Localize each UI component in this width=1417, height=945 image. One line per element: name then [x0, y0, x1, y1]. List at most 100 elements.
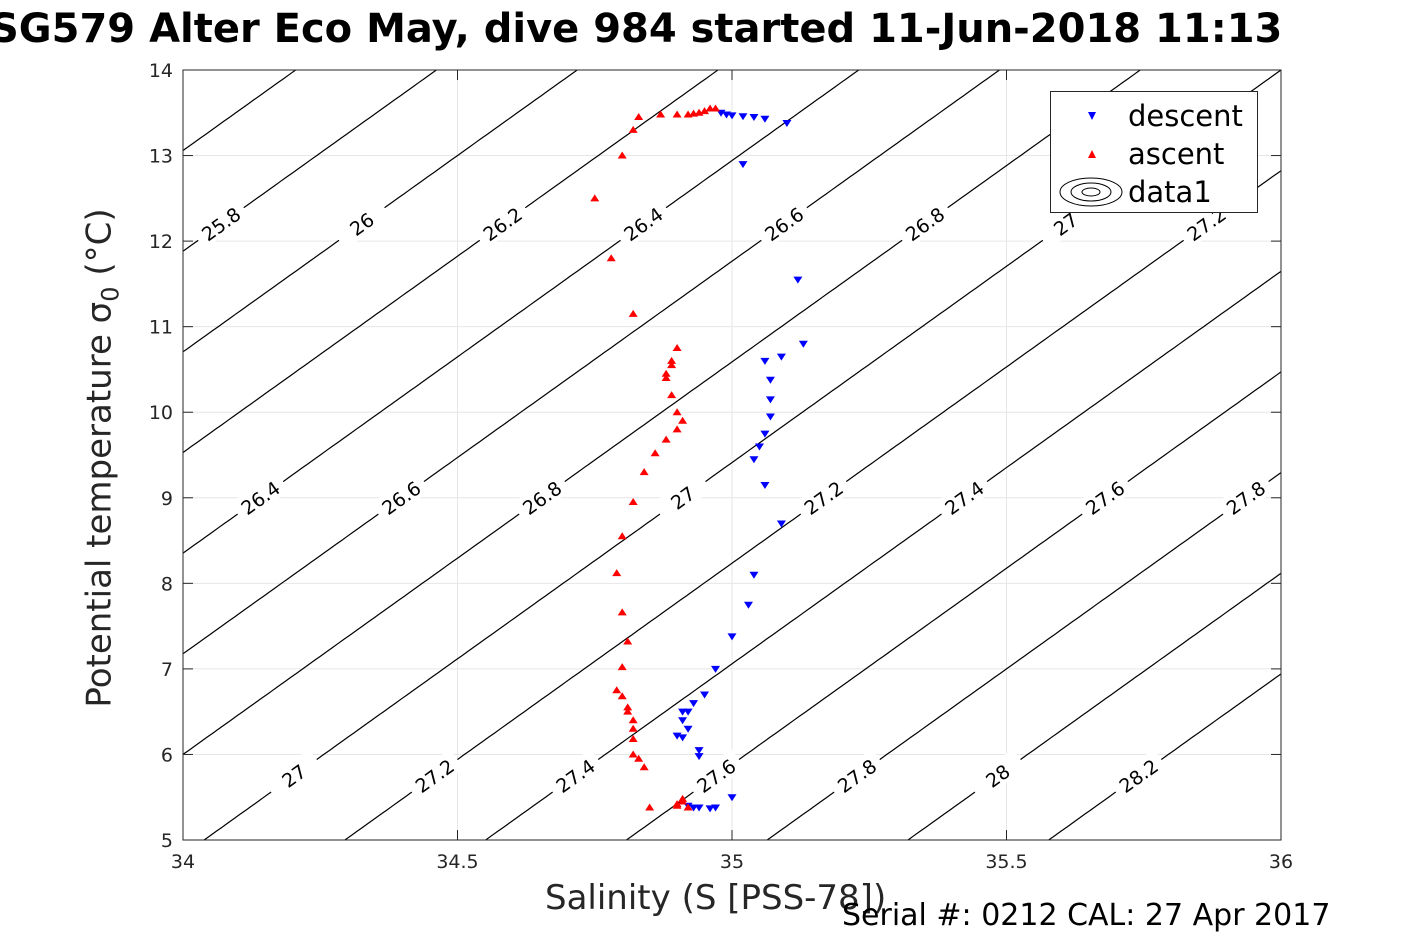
y-tick-label: 9 [161, 488, 173, 510]
x-tick-label: 34.5 [436, 851, 478, 873]
ascent-point [617, 663, 627, 671]
legend-item-descent: descent [1051, 97, 1259, 135]
descent-point [760, 430, 770, 438]
descent-point [711, 665, 721, 673]
ascent-point [672, 425, 682, 433]
ascent-point [623, 637, 633, 645]
isopycnal-line [183, 70, 578, 353]
descent-point [683, 725, 693, 733]
ascent-point [634, 113, 644, 121]
ascent-point [667, 356, 677, 364]
legend-label: data1 [1128, 175, 1212, 209]
y-axis-label: Potential temperature σ0 (°C) [79, 208, 125, 708]
ascent-point [700, 107, 710, 115]
descent-point [749, 571, 759, 579]
legend-label: ascent [1128, 137, 1225, 171]
descent-point [793, 276, 803, 284]
ascent-point [612, 686, 622, 694]
legend[interactable]: descent ascent data1 [1050, 91, 1258, 213]
y-tick-label: 8 [161, 573, 173, 595]
ascent-point [661, 369, 671, 377]
descent-point [760, 481, 770, 489]
legend-item-data1: data1 [1051, 173, 1259, 211]
isopycnal-line [183, 70, 1141, 756]
ascent-point [661, 374, 671, 381]
isopycnal-line [907, 572, 1281, 840]
ascent-point [612, 569, 622, 577]
descent-point [727, 633, 737, 641]
ascent-point [623, 707, 633, 715]
isopycnal-line [183, 70, 860, 554]
descent-point [694, 753, 704, 761]
descent-point [760, 357, 770, 365]
ascent-point [678, 416, 688, 424]
descent-point [678, 708, 688, 716]
descent-point [738, 161, 748, 169]
y-tick-label: 12 [149, 231, 173, 253]
descent-point [727, 112, 737, 120]
descent-point [765, 396, 775, 404]
y-tick-label: 7 [161, 659, 173, 681]
descent-point [782, 120, 792, 128]
y-tick-label: 5 [161, 830, 173, 852]
descent-point [749, 456, 759, 464]
ascent-point [639, 468, 649, 476]
descent-point [749, 114, 759, 122]
ascent-point [650, 449, 660, 457]
triangle-up-icon [1088, 150, 1096, 158]
ascent-point [667, 361, 677, 369]
descent-point [760, 115, 770, 123]
descent-point [798, 340, 808, 348]
descent-point [727, 794, 737, 802]
ascent-point [617, 151, 627, 159]
descent-point [711, 804, 721, 812]
ascent-point [672, 344, 682, 352]
isopycnal-line [485, 270, 1281, 840]
data-points [590, 104, 808, 813]
ascent-point [628, 498, 638, 506]
descent-point [700, 691, 710, 699]
y-tick-label: 13 [149, 146, 173, 168]
isopycnal-line [626, 371, 1281, 840]
descent-point [743, 601, 753, 609]
descent-point [678, 717, 688, 725]
ascent-point [623, 703, 633, 711]
descent-point [754, 443, 764, 451]
legend-label: descent [1128, 99, 1243, 133]
ascent-point [711, 104, 721, 112]
descent-point [776, 520, 786, 528]
ascent-point [672, 110, 682, 118]
ascent-point [672, 800, 682, 808]
ascent-point [628, 724, 638, 732]
y-tick-label: 11 [149, 317, 173, 339]
descent-point [765, 413, 775, 421]
ascent-point [617, 608, 627, 616]
ascent-point [628, 309, 638, 317]
serial-cal-info: Serial #: 0212 CAL: 27 Apr 2017 [842, 898, 1331, 933]
descent-point [694, 747, 704, 755]
descent-point [738, 113, 748, 121]
ascent-point [661, 435, 671, 443]
descent-point [694, 804, 704, 812]
descent-point [705, 805, 715, 813]
ascent-point [645, 803, 655, 811]
y-tick-label: 6 [161, 744, 173, 766]
descent-point [765, 376, 775, 384]
x-tick-label: 35.5 [985, 851, 1027, 873]
ascent-point [678, 794, 688, 802]
ascent-point [667, 391, 677, 399]
ascent-point [634, 754, 644, 762]
ascent-point [628, 125, 638, 133]
ascent-point [606, 254, 616, 262]
isopycnal-line [183, 70, 437, 252]
ascent-point [628, 716, 638, 724]
isopycnal-line [1048, 673, 1281, 840]
axis-ticks: 34 34.5 35 35.5 36 5 6 7 8 9 10 11 12 13 14 [149, 60, 1293, 873]
ascent-point [639, 763, 649, 771]
chart-title: SG579 Alter Eco May, dive 984 started 11… [0, 6, 1283, 52]
contour-icon [1059, 177, 1123, 207]
ascent-point [656, 110, 666, 118]
x-axis-label: Salinity (S [PSS-78]) [545, 878, 887, 918]
descent-point [678, 734, 688, 742]
triangle-down-icon [1088, 112, 1096, 120]
